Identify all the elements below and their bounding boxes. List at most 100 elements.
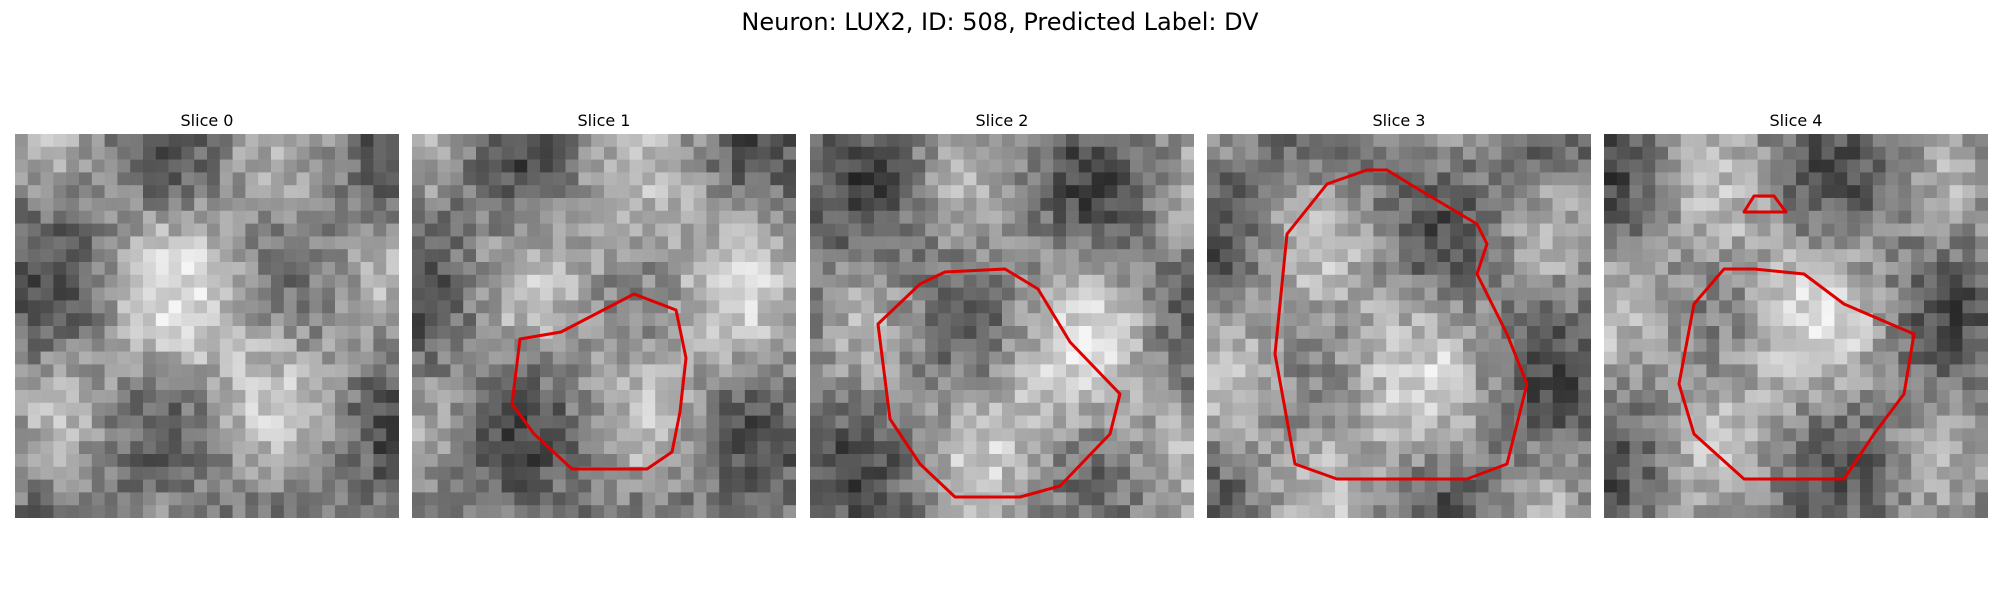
- pixel-cell: [1373, 172, 1387, 186]
- pixel-cell: [899, 415, 913, 429]
- pixel-cell: [1924, 185, 1938, 199]
- pixel-cell: [168, 351, 182, 365]
- pixel-cell: [1207, 134, 1221, 148]
- pixel-cell: [1104, 313, 1118, 327]
- pixel-cell: [360, 172, 374, 186]
- pixel-cell: [1847, 146, 1861, 160]
- pixel-cell: [1796, 390, 1810, 404]
- pixel-cell: [1475, 492, 1489, 506]
- pixel-cell: [79, 146, 93, 160]
- pixel-cell: [680, 326, 694, 340]
- pixel-cell: [976, 198, 990, 212]
- pixel-cell: [207, 287, 221, 301]
- pixel-cell: [757, 441, 771, 455]
- pixel-cell: [91, 466, 105, 480]
- pixel-cell: [322, 351, 336, 365]
- pixel-cell: [706, 428, 720, 442]
- pixel-cell: [1219, 236, 1233, 250]
- pixel-cell: [744, 454, 758, 468]
- pixel-cell: [40, 364, 54, 378]
- pixel-cell: [155, 415, 169, 429]
- pixel-cell: [912, 338, 926, 352]
- pixel-cell: [1655, 428, 1669, 442]
- pixel-cell: [1872, 377, 1886, 391]
- pixel-cell: [245, 236, 259, 250]
- pixel-cell: [296, 479, 310, 493]
- pixel-cell: [1872, 466, 1886, 480]
- pixel-cell: [989, 172, 1003, 186]
- pixel-cell: [245, 479, 259, 493]
- pixel-cell: [783, 364, 796, 378]
- pixel-cell: [412, 274, 426, 288]
- pixel-cell: [1655, 505, 1669, 518]
- pixel-cell: [219, 249, 233, 263]
- pixel-cell: [283, 479, 297, 493]
- pixel-cell: [925, 185, 939, 199]
- pixel-cell: [412, 185, 426, 199]
- pixel-cell: [1847, 326, 1861, 340]
- pixel-cell: [591, 313, 605, 327]
- pixel-cell: [783, 351, 796, 365]
- pixel-cell: [360, 134, 374, 148]
- pixel-cell: [386, 287, 399, 301]
- pixel-cell: [565, 338, 579, 352]
- pixel-cell: [950, 479, 964, 493]
- pixel-cell: [1924, 134, 1938, 148]
- pixel-cell: [1552, 198, 1566, 212]
- pixel-cell: [360, 454, 374, 468]
- pixel-cell: [463, 300, 477, 314]
- pixel-cell: [1565, 210, 1579, 224]
- pixel-cell: [476, 146, 490, 160]
- pixel-cell: [963, 505, 977, 518]
- pixel-cell: [1040, 172, 1054, 186]
- pixel-cell: [899, 146, 913, 160]
- pixel-cell: [1604, 249, 1618, 263]
- pixel-cell: [629, 210, 643, 224]
- pixel-cell: [1693, 338, 1707, 352]
- pixel-cell: [488, 428, 502, 442]
- pixel-cell: [1232, 428, 1246, 442]
- pixel-cell: [1347, 159, 1361, 173]
- pixel-cell: [886, 466, 900, 480]
- pixel-cell: [1719, 377, 1733, 391]
- pixel-cell: [501, 364, 515, 378]
- pixel-cell: [668, 326, 682, 340]
- pixel-cell: [861, 351, 875, 365]
- pixel-cell: [1155, 236, 1169, 250]
- pixel-cell: [527, 364, 541, 378]
- pixel-cell: [540, 300, 554, 314]
- pixel-cell: [565, 492, 579, 506]
- pixel-cell: [168, 210, 182, 224]
- pixel-cell: [501, 377, 515, 391]
- pixel-cell: [810, 505, 824, 518]
- pixel-cell: [1616, 351, 1630, 365]
- pixel-cell: [219, 236, 233, 250]
- pixel-cell: [1411, 428, 1425, 442]
- pixel-cell: [912, 505, 926, 518]
- pixel-cell: [1975, 441, 1988, 455]
- pixel-cell: [412, 479, 426, 493]
- pixel-cell: [1258, 223, 1272, 237]
- pixel-cell: [1860, 505, 1874, 518]
- pixel-cell: [219, 223, 233, 237]
- pixel-cell: [1386, 185, 1400, 199]
- pixel-cell: [219, 326, 233, 340]
- pixel-cell: [130, 287, 144, 301]
- pixel-cell: [1911, 351, 1925, 365]
- pixel-cell: [1155, 287, 1169, 301]
- pixel-cell: [1539, 351, 1553, 365]
- pixel-cell: [437, 249, 451, 263]
- pixel-cell: [104, 300, 118, 314]
- pixel-cell: [1283, 479, 1297, 493]
- pixel-cell: [1091, 492, 1105, 506]
- pixel-cell: [283, 159, 297, 173]
- pixel-cell: [1539, 377, 1553, 391]
- pixel-cell: [232, 351, 246, 365]
- pixel-cell: [1693, 262, 1707, 276]
- pixel-cell: [79, 466, 93, 480]
- pixel-cell: [476, 454, 490, 468]
- pixel-cell: [822, 236, 836, 250]
- pixel-cell: [1347, 415, 1361, 429]
- pixel-cell: [1283, 210, 1297, 224]
- pixel-cell: [1399, 415, 1413, 429]
